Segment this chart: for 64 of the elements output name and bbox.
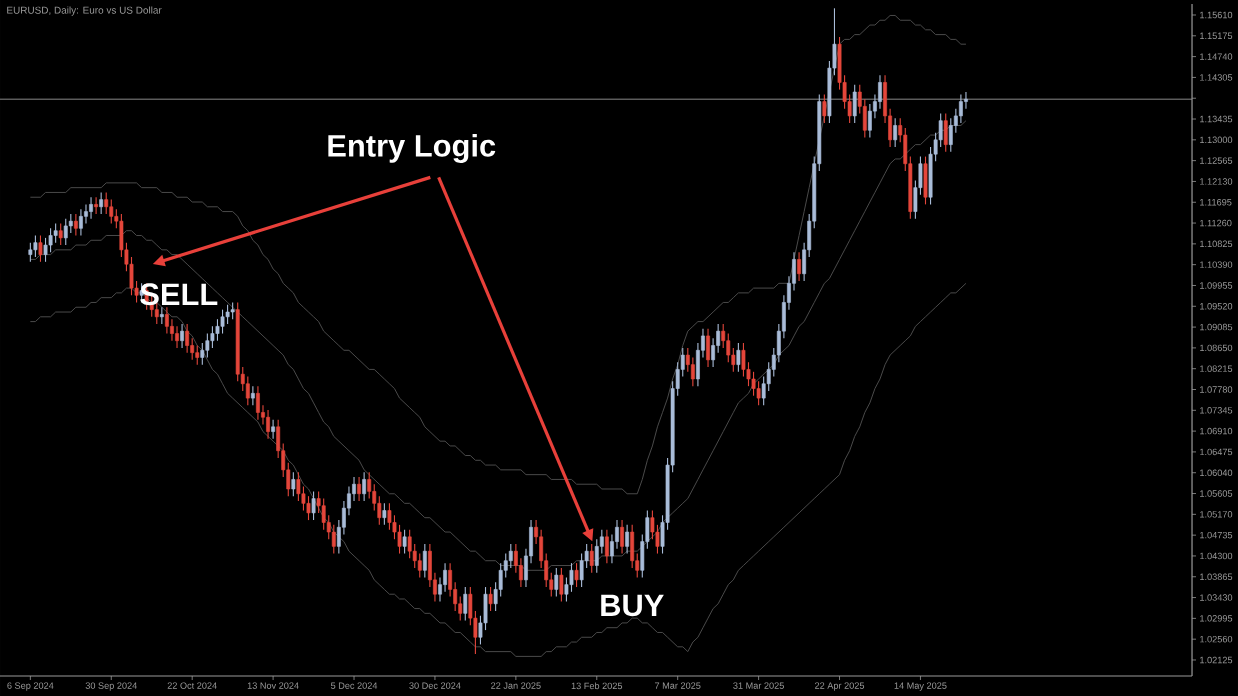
candlestick	[256, 385, 260, 421]
candlestick	[741, 342, 746, 378]
candlestick	[266, 409, 270, 440]
candlestick	[33, 234, 38, 258]
candlestick	[362, 471, 367, 502]
candlestick	[893, 117, 898, 148]
candlestick	[38, 234, 43, 263]
candlestick	[943, 112, 948, 153]
candlestick	[28, 242, 33, 263]
candlestick	[180, 323, 184, 349]
candlestick	[94, 196, 99, 215]
candlestick	[311, 490, 316, 521]
candlestick	[271, 419, 276, 440]
candlestick	[690, 356, 695, 387]
candlestick	[89, 196, 93, 220]
candlestick	[604, 529, 609, 564]
candlestick	[306, 495, 311, 521]
candlestick	[205, 332, 210, 358]
candlestick	[387, 502, 392, 531]
candlestick	[878, 74, 882, 110]
candlestick	[99, 191, 104, 215]
candlestick	[200, 342, 205, 366]
candlestick	[210, 325, 215, 349]
candlestick	[923, 156, 928, 205]
annotation: Entry Logic	[328, 134, 496, 163]
candlestick	[382, 502, 387, 526]
candlestick	[756, 380, 761, 406]
candlestick	[357, 476, 361, 502]
candlestick	[736, 342, 741, 373]
candlestick	[291, 471, 296, 497]
candlestick	[185, 323, 190, 354]
candlestick	[488, 586, 493, 612]
candlestick	[443, 562, 447, 593]
candlestick	[422, 543, 427, 579]
candlestick	[220, 309, 225, 335]
candlestick	[402, 529, 407, 555]
candlestick	[195, 344, 200, 366]
candlestick	[53, 222, 58, 244]
candlestick	[508, 543, 513, 569]
candlestick	[569, 562, 574, 593]
candlestick	[554, 567, 559, 598]
candlestick	[63, 218, 68, 246]
candlestick	[706, 328, 710, 368]
candlestick	[630, 524, 635, 569]
candlestick	[79, 208, 83, 237]
candlestick	[215, 318, 220, 342]
candlestick	[73, 213, 78, 237]
candlestick	[164, 306, 169, 335]
candlestick	[175, 325, 179, 349]
candlestick	[822, 93, 827, 124]
candlestick	[58, 222, 63, 246]
candlestick	[574, 562, 579, 588]
candlestick	[625, 524, 630, 555]
candlestick	[463, 586, 468, 622]
candlestick	[594, 538, 599, 574]
candlestick	[559, 567, 564, 602]
candlestick	[109, 199, 114, 225]
annotation: BUY	[601, 594, 664, 617]
candlestick	[797, 251, 801, 282]
candlestick	[321, 498, 326, 531]
candlestick	[620, 519, 624, 555]
candlestick	[948, 117, 953, 153]
candlestick	[852, 84, 857, 124]
candlestick	[250, 385, 255, 406]
